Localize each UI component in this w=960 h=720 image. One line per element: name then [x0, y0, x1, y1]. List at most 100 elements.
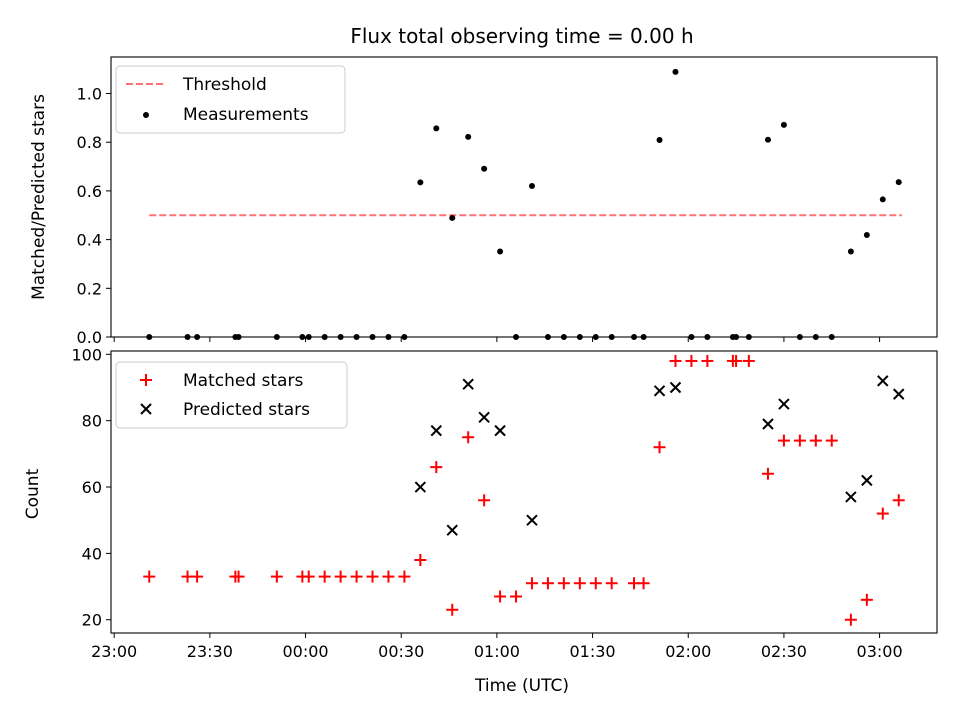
measurements-point [544, 334, 551, 340]
measurements-point [417, 179, 424, 186]
measurements-point [879, 196, 886, 203]
top-legend-box [115, 65, 346, 134]
predicted-stars-point [861, 474, 873, 487]
top-axes-frame [110, 56, 938, 338]
measurements-point [631, 334, 638, 340]
measurements-point [656, 137, 663, 144]
measurements-point [465, 133, 472, 140]
matched-stars-point [398, 570, 411, 583]
measurements-point [688, 334, 695, 340]
measurements-point [337, 334, 344, 340]
predicted-stars-point [778, 398, 790, 410]
measurements-point [780, 121, 787, 128]
x-tick-label: 03:00 [857, 642, 903, 661]
matched-stars-point [557, 577, 570, 590]
top-y-tick-label: 1.0 [77, 85, 102, 104]
matched-stars-point [191, 570, 204, 583]
predicted-stars-point [526, 514, 538, 526]
measurements-point [497, 248, 504, 255]
measurements-point [353, 334, 360, 340]
x-tick-label: 23:30 [187, 642, 233, 661]
measurements-point [401, 334, 408, 340]
predicted-stars-point [478, 411, 490, 424]
matched-stars-point [350, 570, 363, 583]
matched-stars-point [793, 434, 806, 447]
top-y-tick-label: 0.8 [77, 133, 102, 152]
measurements-point [305, 334, 312, 340]
matched-stars-point [777, 434, 790, 447]
measurements-point [385, 334, 392, 340]
top-legend: Threshold Measurements [115, 65, 346, 134]
predicted-stars-point [877, 375, 889, 387]
predicted-stars-point [653, 385, 666, 397]
measurements-point [273, 334, 280, 340]
predicted-stars-point [446, 524, 458, 536]
matched-stars-point [270, 570, 283, 583]
bottom-x-axis-label: Time (UTC) [474, 676, 569, 696]
measurements-point [895, 179, 902, 186]
x-tick-label: 00:00 [282, 642, 328, 661]
matched-stars-point [525, 577, 538, 590]
measurements-point [733, 334, 740, 340]
predicted-stars-legend-swatch [140, 403, 152, 415]
predicted-stars-point [462, 378, 474, 390]
x-tick-label: 01:30 [570, 642, 616, 661]
measurements-point [672, 68, 679, 75]
predicted-stars-point [414, 481, 427, 493]
matched-stars-point [232, 570, 245, 583]
measurements-point [481, 165, 488, 172]
measurements-point [194, 334, 201, 340]
matched-stars-point [844, 613, 857, 626]
measurements-point [592, 334, 599, 340]
matched-stars-point [761, 467, 774, 480]
predicted-stars-point [845, 491, 857, 503]
top-y-axis-label: Matched/Predicted stars [29, 94, 49, 300]
measurements-point [321, 334, 328, 340]
bottom-y-tick-label: 20 [82, 611, 102, 630]
x-tick-label: 02:00 [665, 642, 711, 661]
matched-stars-point [430, 461, 443, 474]
bottom-y-axis-label: Count [23, 468, 43, 519]
predicted-stars-point [762, 418, 774, 430]
bottom-y-tick-label: 40 [82, 544, 102, 563]
bottom-axes-frame [110, 350, 938, 634]
measurements-point [513, 334, 520, 340]
x-tick-label: 00:30 [378, 642, 424, 661]
matched-stars-point [573, 577, 586, 590]
matched-stars-point [669, 354, 682, 367]
matched-stars-point [541, 577, 554, 590]
top-chart-title: Flux total observing time = 0.00 h [350, 24, 693, 48]
matched-stars-point [653, 441, 666, 454]
measurements-point [433, 125, 440, 132]
matched-stars-point [494, 590, 507, 603]
matched-stars-point [589, 577, 602, 590]
matched-stars-point [730, 354, 743, 367]
x-tick-label: 02:30 [761, 642, 807, 661]
matched-stars-point [701, 354, 714, 367]
matched-stars-point [892, 494, 905, 507]
measurements-point [235, 334, 242, 340]
bottom-y-tick-label: 60 [82, 478, 102, 497]
measurements-point [847, 248, 854, 255]
measurements-point [449, 214, 456, 221]
x-tick-label: 23:00 [91, 642, 137, 661]
bottom-y-tick-label: 100 [71, 345, 102, 364]
measurements-point [576, 334, 583, 340]
measurements-point [608, 334, 615, 340]
matched-stars-point [742, 354, 755, 367]
measurements-legend-label: Measurements [183, 105, 309, 125]
measurements-point [184, 334, 191, 340]
matched-stars-point [825, 434, 838, 447]
measurements-point [796, 334, 803, 340]
predicted-stars-legend-label: Predicted stars [183, 400, 310, 420]
predicted-stars-point [430, 424, 443, 437]
matched-stars-legend-swatch [140, 374, 152, 386]
threshold-legend-label: Threshold [182, 75, 267, 95]
measurements-point [146, 334, 153, 340]
matched-stars-point [685, 354, 698, 367]
measurements-point [812, 334, 819, 340]
measurements-point [863, 231, 870, 238]
matched-stars-point [143, 570, 156, 583]
measurements-point [764, 136, 771, 143]
matched-stars-point [414, 554, 427, 567]
